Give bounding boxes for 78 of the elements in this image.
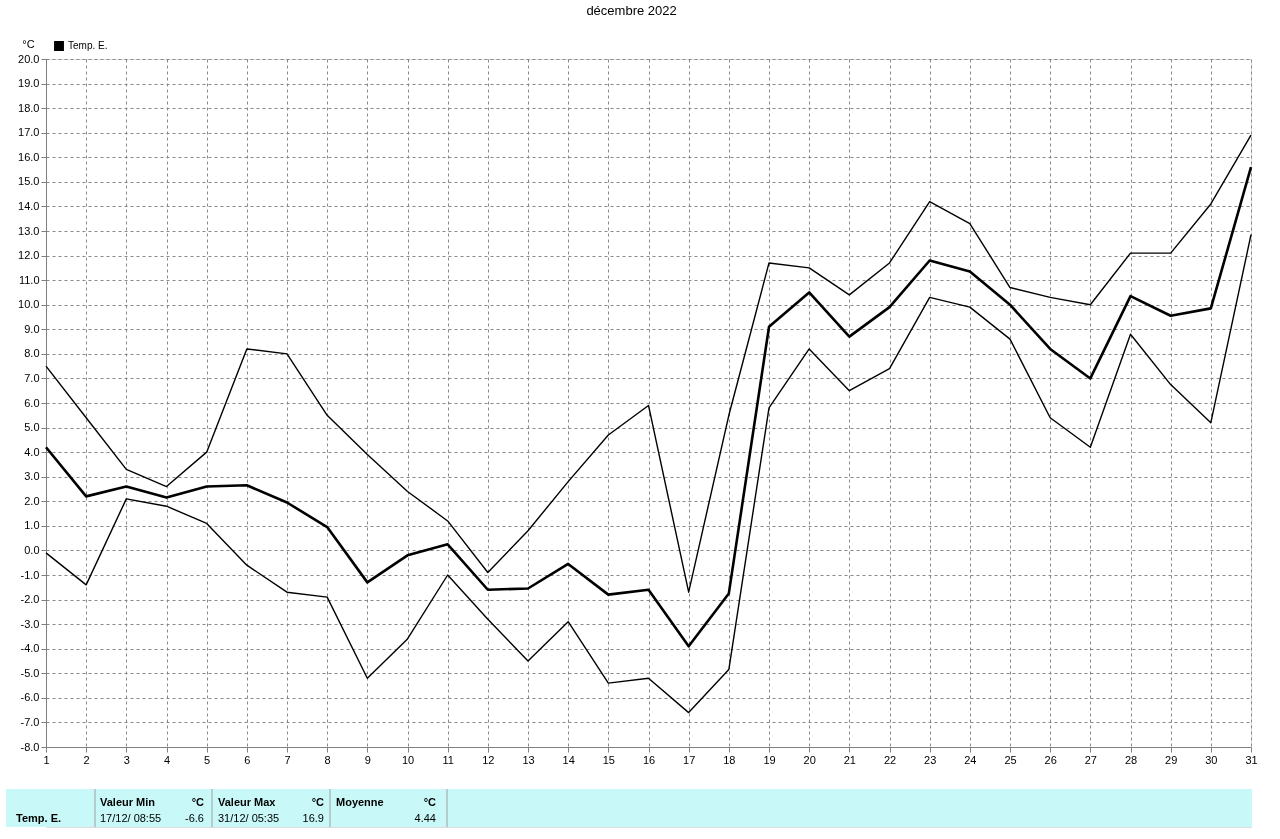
- x-tick-label: 24: [964, 753, 977, 766]
- text: Valeur Min: [100, 796, 156, 808]
- text: 17/12/ 08:55: [100, 812, 162, 824]
- x-tick-label: 25: [1004, 753, 1017, 766]
- y-tick-label: 20.0: [18, 52, 40, 65]
- y-axis-title: °C: [22, 37, 35, 50]
- y-tick-label: 8.0: [24, 347, 40, 360]
- chart-title: décembre 2022: [586, 2, 677, 18]
- x-tick-label: 13: [522, 753, 535, 766]
- y-tick-label: 13.0: [18, 224, 40, 237]
- x-tick-label: 5: [204, 753, 211, 766]
- x-tick-label: 19: [763, 753, 776, 766]
- x-tick-label: 27: [1084, 753, 1097, 766]
- text: 16.9: [302, 812, 324, 824]
- x-tick-label: 8: [324, 753, 331, 766]
- y-tick-label: -8.0: [20, 740, 40, 753]
- y-tick-label: -6.0: [20, 691, 40, 704]
- legend-label: Temp. E.: [68, 40, 108, 51]
- y-tick-label: 16.0: [18, 150, 40, 163]
- y-tick-label: 19.0: [18, 77, 40, 90]
- x-tick-label: 21: [843, 753, 856, 766]
- y-tick-label: -5.0: [20, 666, 40, 679]
- x-tick-label: 10: [401, 753, 415, 766]
- x-tick-label: 29: [1165, 753, 1178, 766]
- x-tick-label: 7: [284, 753, 291, 766]
- x-tick-label: 1: [43, 753, 50, 766]
- line-series: [45, 134, 1252, 593]
- y-tick-label: 18.0: [18, 101, 40, 114]
- x-tick-label: 18: [723, 753, 736, 766]
- y-tick-label: 0.0: [24, 543, 40, 556]
- x-tick-label: 9: [364, 753, 371, 766]
- y-tick-label: 10.0: [18, 298, 40, 311]
- x-tick-label: 14: [562, 753, 575, 766]
- x-tick-label: 12: [482, 753, 495, 766]
- x-tick-label: 2: [83, 753, 90, 766]
- y-tick-label: 4.0: [24, 445, 40, 458]
- x-tick-label: 22: [883, 753, 897, 766]
- x-tick-label: 28: [1124, 753, 1138, 766]
- x-tick-label: 23: [924, 753, 937, 766]
- y-tick-label: 11.0: [18, 273, 40, 286]
- y-tick-label: 17.0: [18, 126, 40, 139]
- y-tick-label: 5.0: [24, 421, 40, 434]
- y-tick-label: 3.0: [24, 470, 40, 483]
- line-series: [44, 165, 1253, 648]
- text: °C: [311, 796, 325, 808]
- y-tick-label: -1.0: [20, 568, 40, 581]
- text: Temp. E.: [16, 812, 62, 824]
- x-tick-label: 3: [123, 753, 130, 766]
- y-tick-label: 14.0: [18, 199, 40, 212]
- x-tick-label: 30: [1205, 753, 1218, 766]
- line-series: [45, 233, 1252, 714]
- y-tick-label: -4.0: [20, 642, 40, 655]
- y-tick-label: 2.0: [24, 494, 40, 507]
- text: °C: [191, 796, 205, 808]
- y-tick-label: 1.0: [24, 519, 40, 532]
- text: °C: [423, 796, 437, 808]
- x-tick-label: 11: [442, 753, 454, 766]
- text: Valeur Max: [218, 796, 277, 808]
- text: 4.44: [414, 812, 436, 824]
- y-tick-label: -3.0: [20, 617, 40, 630]
- y-tick-label: -2.0: [20, 593, 40, 606]
- x-tick-label: 15: [602, 753, 615, 766]
- y-tick-label: 15.0: [18, 175, 40, 188]
- y-tick-label: 12.0: [18, 249, 40, 262]
- y-tick-label: 6.0: [24, 396, 40, 409]
- x-tick-label: 16: [642, 753, 656, 766]
- y-tick-label: -7.0: [20, 715, 40, 728]
- text: Moyenne: [336, 796, 384, 808]
- x-tick-label: 17: [683, 753, 696, 766]
- text: 31/12/ 05:35: [218, 812, 280, 824]
- x-tick-label: 6: [244, 753, 251, 766]
- text: -6.6: [185, 812, 204, 824]
- y-tick-label: 9.0: [24, 322, 40, 335]
- x-tick-label: 26: [1044, 753, 1057, 766]
- x-tick-label: 4: [163, 753, 171, 766]
- x-tick-label: 31: [1245, 753, 1258, 766]
- y-tick-label: 7.0: [24, 371, 40, 384]
- x-tick-label: 20: [803, 753, 816, 766]
